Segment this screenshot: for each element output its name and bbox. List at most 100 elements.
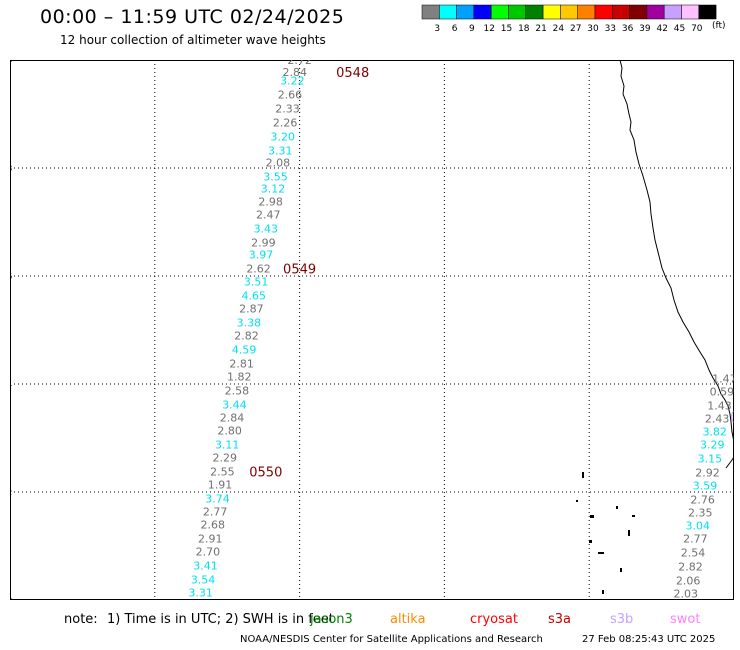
lat-tick-label: 16: [10, 272, 12, 281]
edge-time-label: (: [730, 409, 734, 423]
color-scale-swatch: [663, 4, 682, 20]
color-scale-tick-label: 9: [469, 24, 475, 34]
wave-height-value: 2.06: [676, 575, 701, 588]
map-subtitle: 12 hour collection of altimeter wave hei…: [60, 33, 326, 47]
wave-height-value: 2.29: [213, 451, 238, 464]
color-scale-swatch: [490, 4, 509, 20]
color-scale-tick-label: 6: [452, 24, 458, 34]
color-scale-tick-label: 42: [656, 24, 667, 34]
footer-credit: NOAA/NESDIS Center for Satellite Applica…: [240, 634, 543, 645]
color-scale-swatch: [560, 4, 578, 20]
wave-height-value: 3.43: [254, 222, 279, 235]
wave-height-value: 2.62: [246, 262, 271, 275]
wave-height-value: 1.91: [208, 478, 233, 491]
pass-time-labels: 05480549055005510512(: [249, 66, 734, 481]
wave-height-value: 2.35: [688, 507, 713, 520]
wave-height-value: 2.84: [220, 411, 245, 424]
wave-height-value: 3.44: [186, 599, 211, 600]
color-scale-swatch: [629, 4, 648, 20]
pass-time-label: 0549: [283, 262, 316, 277]
pass-time-label: 0548: [336, 66, 369, 81]
color-scale-bins: 3 6 9 12 15 18 21 24 27 30 33 36 39 42 45 70: [421, 4, 717, 34]
wave-height-value: 2.43: [705, 413, 730, 426]
wave-height-value: 2.68: [200, 518, 225, 531]
color-scale-swatch: [508, 4, 527, 20]
color-scale-tick-label: 18: [518, 24, 530, 34]
color-scale-tick-label: 27: [570, 24, 581, 34]
color-scale-swatch: [612, 4, 630, 20]
wave-height-value: 3.15: [698, 453, 723, 466]
lat-tick-label: 14: [10, 380, 12, 389]
satellite-legend-jason3: jason3: [310, 612, 353, 627]
color-scale-tick-label: 3: [434, 24, 440, 34]
wave-height-value: 2.77: [683, 532, 708, 545]
wave-height-value: 2.92: [695, 467, 720, 480]
axis-tick-labels: 606366697275101214161820: [10, 60, 12, 600]
wave-height-value: 3.20: [270, 131, 295, 144]
color-scale-swatch: [473, 4, 492, 20]
coastline: [619, 60, 734, 469]
altimeter-track-west: 2.722.843.222.662.332.263.203.312.083.55…: [186, 60, 312, 600]
wave-height-value: 2.55: [210, 465, 235, 478]
pass-time-label: 0550: [249, 465, 282, 480]
wave-height-value: 2.87: [239, 302, 264, 315]
wave-height-value: 2.81: [229, 357, 254, 370]
wave-height-value: 3.74: [205, 492, 230, 505]
coast-islands: [576, 472, 635, 594]
wave-height-value: 4.59: [232, 343, 257, 356]
wave-height-value: 2.72: [287, 60, 312, 67]
map-title: 00:00 – 11:59 UTC 02/24/2025: [40, 6, 345, 28]
wave-height-map: 606366697275101214161820 2.722.843.222.6…: [10, 60, 734, 600]
wave-height-value: 3.04: [686, 519, 711, 532]
wave-height-value: 2.99: [251, 237, 276, 250]
color-scale-swatch: [577, 4, 596, 20]
wave-height-value: 3.51: [244, 275, 269, 288]
wave-height-value: 2.84: [283, 66, 308, 79]
footer-timestamp: 27 Feb 08:25:43 UTC 2025: [582, 634, 716, 645]
color-scale-swatch: [525, 4, 544, 20]
wave-height-value: 3.54: [191, 573, 216, 586]
wave-height-value: 2.82: [234, 329, 259, 342]
wave-height-value: 2.54: [681, 546, 706, 559]
color-scale-unit: (ft): [712, 21, 726, 31]
color-scale-swatch: [594, 4, 613, 20]
note-text: 1) Time is in UTC; 2) SWH is in feet: [107, 612, 334, 627]
color-scale-tick-label: 39: [639, 24, 651, 34]
color-scale-tick-label: 36: [622, 24, 634, 34]
wave-height-value: 3.41: [193, 559, 218, 572]
wave-height-value: 1.82: [227, 370, 252, 383]
wave-height-value: 2.33: [275, 103, 300, 116]
wave-height-value: 1.43: [707, 400, 732, 413]
wave-height-value: 2.77: [203, 505, 228, 518]
altimeter-track-east: 1.470.591.432.433.823.29 3.152.923.592.76…: [673, 373, 734, 600]
color-scale-tick-label: 33: [605, 24, 616, 34]
color-scale-tick-label: 15: [501, 24, 512, 34]
lat-tick-label: 20: [10, 60, 12, 65]
wave-height-value: 3.59: [693, 480, 718, 493]
color-scale-tick-label: 30: [587, 24, 599, 34]
wave-height-value: 3.38: [237, 316, 262, 329]
wave-height-value: 0.59: [710, 386, 734, 399]
wave-height-value: 2.08: [266, 157, 291, 170]
color-scale-tick-label: 24: [553, 24, 565, 34]
satellite-legend-s3b: s3b: [610, 612, 634, 627]
wave-height-value: 2.03: [673, 588, 698, 600]
wave-height-value: 2.70: [196, 545, 221, 558]
wave-height-value: 3.97: [249, 248, 274, 261]
color-scale-swatch: [456, 4, 475, 20]
color-scale-swatch: [421, 4, 440, 20]
wave-height-value: 2.66: [278, 89, 303, 102]
wave-height-value: 3.31: [268, 145, 293, 158]
wave-height-value: 3.31: [188, 586, 213, 599]
wave-height-value: 3.29: [700, 438, 725, 451]
wave-height-value: 4.65: [241, 289, 266, 302]
wave-height-value: 2.58: [225, 384, 250, 397]
wave-height-value: 2.26: [273, 117, 298, 130]
wave-height-value: 2.98: [258, 195, 283, 208]
lat-tick-label: 12: [10, 488, 12, 497]
color-scale-swatch: [698, 4, 717, 20]
wave-height-value: 2.82: [678, 561, 703, 574]
color-scale-swatch: [439, 4, 457, 20]
wave-height-value: 2.47: [256, 208, 281, 221]
lat-lon-grid: [10, 60, 734, 600]
